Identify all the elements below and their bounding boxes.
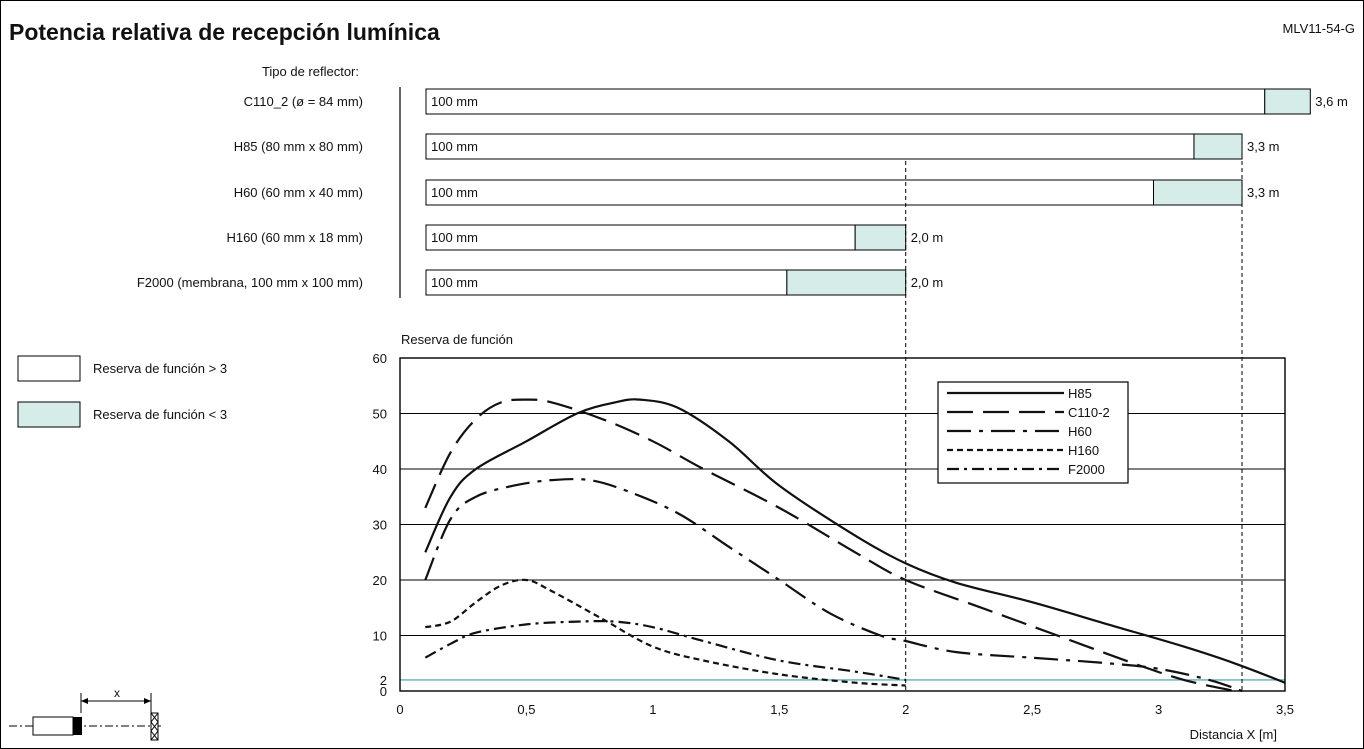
y-tick-label: 20 [373,573,387,588]
series-line-h160 [425,578,906,687]
legend-entry: C110-2 [1068,405,1110,420]
bar-range-label: 2,0 m [911,275,944,290]
bar-start-label: 100 mm [431,94,478,109]
x-tick-label: 1,5 [770,702,788,717]
bar-start-label: 100 mm [431,139,478,154]
series-line-f2000 [424,619,906,681]
reserve-high-bar [425,133,1195,160]
x-tick-label: 3,5 [1276,702,1294,717]
reserve-low-bar [1193,133,1243,160]
page-title: Potencia relativa de recepción lumínica [9,19,440,45]
x-tick-label: 2,5 [1023,702,1041,717]
x-tick-label: 0,5 [517,702,535,717]
legend-entry: H60 [1068,424,1092,439]
y-tick-label: 10 [373,629,387,644]
bar-range-label: 3,6 m [1315,94,1348,109]
reserve-low-bar [1264,88,1311,115]
reserve-low-bar [1153,179,1243,206]
distance-markers [905,161,1243,691]
y-axis-label: Reserva de función [401,332,513,347]
distance-schematic-icon: x [9,686,161,741]
reserve-chart: Reserva de función Distancia X [m] 02102… [373,161,1295,742]
svg-text:x: x [114,686,120,700]
reflector-name: H85 (80 mm x 80 mm) [234,139,363,154]
reflector-name: C110_2 (ø = 84 mm) [244,94,363,109]
bar-range-label: 3,3 m [1247,185,1280,200]
y-tick-label: 2 [380,673,387,688]
y-tick-label: 40 [373,462,387,477]
series-legend [937,381,1129,484]
reserve-low-bar [786,269,907,296]
x-tick-label: 2 [902,702,909,717]
product-code: MLV11-54-G [1282,21,1356,36]
bar-start-label: 100 mm [431,275,478,290]
reserve-high-bar [425,88,1266,115]
reserve-high-bar [425,224,856,251]
series-line-c110-2 [424,398,1235,693]
plot-frame [399,357,1286,692]
bar-range-label: 2,0 m [911,230,944,245]
reserve-high-bar [425,179,1155,206]
reserve-high-bar [425,269,788,296]
x-tick-label: 1 [649,702,656,717]
reflector-type-label: Tipo de reflector: [262,64,359,79]
legend-entry: H160 [1068,443,1099,458]
chart-grid [400,413,1285,681]
reflector-name: H160 (60 mm x 18 mm) [226,230,363,245]
y-tick-label: 30 [373,518,387,533]
x-tick-label: 3 [1155,702,1162,717]
series-legend-entries: H85 C110-2 H60 H160 F2000 [947,386,1110,477]
legend-label-high: Reserva de función > 3 [93,361,227,376]
series-line-h60 [424,477,1243,693]
legend-entry: H85 [1068,386,1092,401]
y-tick-label: 60 [373,351,387,366]
y-tick-label: 50 [373,407,387,422]
series-lines [424,398,1286,693]
reflector-name: F2000 (membrana, 100 mm x 100 mm) [137,275,363,290]
y-tick-label: 0 [380,684,387,699]
x-tick-label: 0 [396,702,403,717]
legend-label-low: Reserva de función < 3 [93,407,227,422]
bar-start-label: 100 mm [431,230,478,245]
legend-swatch-high [17,355,81,382]
bar-start-label: 100 mm [431,185,478,200]
reserve-low-bar [854,224,907,251]
series-line-h85 [424,398,1286,684]
x-axis-label: Distancia X [m] [1190,727,1277,742]
bar-range-label: 3,3 m [1247,139,1280,154]
reflector-name: H60 (60 mm x 40 mm) [234,185,363,200]
legend-entry: F2000 [1068,462,1105,477]
reflector-bars: C110_2 (ø = 84 mm) 100 mm 3,6 m H85 (80 mm … [137,88,1348,296]
legend-swatch-low [17,401,81,428]
